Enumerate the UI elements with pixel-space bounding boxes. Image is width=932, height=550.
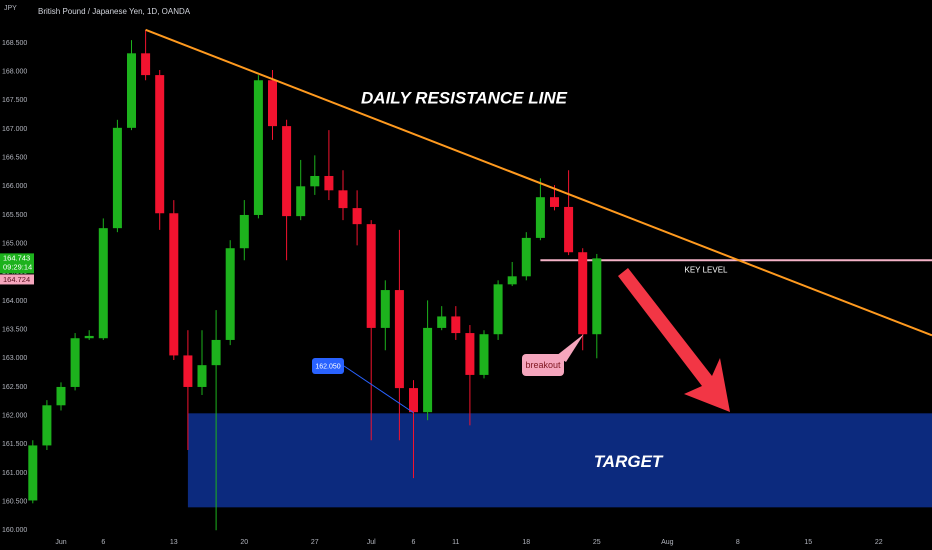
y-tick-label: 165.000 bbox=[2, 240, 27, 247]
candle-body bbox=[592, 258, 602, 335]
y-tick-label: 166.500 bbox=[2, 154, 27, 161]
y-tick-label: 162.500 bbox=[2, 384, 27, 391]
candle-body bbox=[437, 316, 447, 328]
y-tick-label: 163.000 bbox=[2, 355, 27, 362]
candle-body bbox=[324, 175, 334, 191]
candle-body bbox=[310, 175, 320, 187]
candle-body bbox=[98, 228, 108, 339]
x-tick-label: Aug bbox=[661, 539, 674, 546]
candle-body bbox=[155, 75, 165, 214]
key-level-label: KEY LEVEL bbox=[685, 265, 729, 274]
y-tick-label: 167.500 bbox=[2, 97, 27, 104]
bid-price-label: 164.724 bbox=[3, 275, 30, 284]
down-arrow bbox=[618, 268, 730, 412]
price-note-box bbox=[312, 358, 344, 374]
candle-body bbox=[352, 208, 362, 225]
y-tick-label: 168.500 bbox=[2, 40, 27, 47]
candle-body bbox=[493, 284, 503, 335]
candle-body bbox=[380, 290, 390, 328]
candle-body bbox=[366, 224, 376, 328]
chart-title: British Pound / Japanese Yen, 1D, OANDA bbox=[38, 7, 191, 16]
y-tick-label: 164.000 bbox=[2, 298, 27, 305]
x-tick-label: 11 bbox=[452, 539, 459, 546]
y-tick-label: 160.500 bbox=[2, 498, 27, 505]
x-tick-label: 13 bbox=[170, 539, 178, 546]
candle-body bbox=[70, 338, 80, 387]
candle-body bbox=[578, 252, 588, 335]
last-price-label: 164.743 bbox=[3, 253, 30, 262]
y-tick-label: 168.000 bbox=[2, 69, 27, 76]
countdown-label: 09:29:14 bbox=[3, 262, 32, 271]
x-tick-label: 18 bbox=[522, 539, 530, 546]
candle-body bbox=[211, 339, 221, 366]
breakout-box bbox=[522, 354, 564, 376]
breakout-label: breakout bbox=[525, 360, 561, 370]
resistance-line bbox=[145, 28, 932, 337]
candle-body bbox=[550, 197, 559, 207]
candle-body bbox=[197, 365, 207, 387]
candle-body bbox=[521, 237, 531, 277]
candle-body bbox=[338, 190, 348, 209]
last-price-box bbox=[0, 253, 34, 274]
x-tick-label: Jun bbox=[55, 539, 66, 546]
candle-body bbox=[239, 214, 249, 249]
x-tick-label: 22 bbox=[875, 539, 883, 546]
candle-body bbox=[28, 445, 38, 501]
x-tick-label: 6 bbox=[101, 539, 105, 546]
candle-body bbox=[564, 206, 574, 253]
x-tick-label: 6 bbox=[412, 539, 416, 546]
candle-body bbox=[296, 186, 306, 217]
x-tick-label: 8 bbox=[736, 539, 740, 546]
y-tick-label: 162.000 bbox=[2, 412, 27, 419]
candle-body bbox=[282, 126, 292, 217]
x-tick-label: 25 bbox=[593, 539, 601, 546]
target-label: TARGET bbox=[594, 452, 664, 471]
candle-body bbox=[225, 248, 235, 340]
x-tick-label: 15 bbox=[804, 539, 812, 546]
candle-body bbox=[535, 197, 545, 238]
candle-body bbox=[127, 53, 136, 128]
candle-body bbox=[479, 334, 489, 375]
candle-body bbox=[268, 80, 277, 127]
price-note-pointer bbox=[343, 365, 414, 414]
x-tick-label: Jul bbox=[367, 539, 376, 546]
y-tick-label: 166.000 bbox=[2, 183, 27, 190]
breakout-pointer bbox=[556, 334, 584, 362]
candle-body bbox=[394, 290, 404, 389]
x-tick-label: 27 bbox=[311, 539, 319, 546]
candle-body bbox=[169, 213, 179, 356]
candle-body bbox=[112, 127, 122, 229]
candle-body bbox=[465, 333, 475, 375]
resistance-label: DAILY RESISTANCE LINE bbox=[361, 88, 568, 107]
candle-body bbox=[253, 80, 263, 215]
candle-body bbox=[451, 316, 461, 334]
y-tick-label: 165.500 bbox=[2, 212, 27, 219]
candle-body bbox=[507, 276, 517, 285]
y-tick-label: 163.500 bbox=[2, 326, 27, 333]
target-zone bbox=[187, 413, 932, 508]
price-note-label: 162.050 bbox=[315, 363, 340, 370]
candle-body bbox=[183, 355, 193, 387]
candle-body bbox=[84, 335, 94, 339]
currency: JPY bbox=[4, 5, 17, 12]
candle-body bbox=[423, 327, 433, 413]
bid-price-box bbox=[0, 274, 34, 285]
candle-body bbox=[141, 53, 151, 76]
y-tick-label: 167.000 bbox=[2, 126, 27, 133]
candle-body bbox=[56, 386, 66, 406]
y-tick-label: 161.000 bbox=[2, 470, 27, 477]
x-tick-label: 20 bbox=[240, 539, 248, 546]
y-tick-label: 160.000 bbox=[2, 527, 27, 534]
candle-body bbox=[409, 388, 418, 413]
candle-body bbox=[42, 405, 52, 446]
resistance-label-box bbox=[372, 84, 556, 112]
y-tick-label: 161.500 bbox=[2, 441, 27, 448]
